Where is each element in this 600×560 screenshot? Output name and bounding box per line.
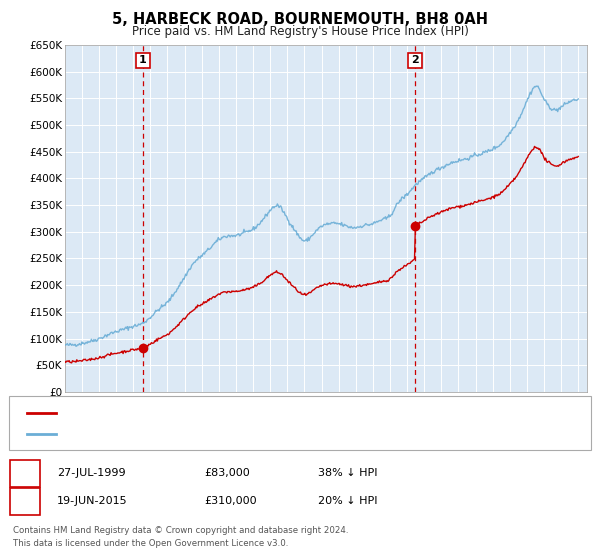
Text: Price paid vs. HM Land Registry's House Price Index (HPI): Price paid vs. HM Land Registry's House … (131, 25, 469, 38)
Text: 2: 2 (411, 55, 419, 66)
Text: £83,000: £83,000 (204, 468, 250, 478)
Text: 2: 2 (22, 496, 29, 506)
Text: 38% ↓ HPI: 38% ↓ HPI (318, 468, 377, 478)
Text: 1: 1 (22, 468, 29, 478)
Text: 27-JUL-1999: 27-JUL-1999 (57, 468, 125, 478)
Text: 20% ↓ HPI: 20% ↓ HPI (318, 496, 377, 506)
Text: This data is licensed under the Open Government Licence v3.0.: This data is licensed under the Open Gov… (13, 539, 289, 548)
Text: £310,000: £310,000 (204, 496, 257, 506)
Text: Contains HM Land Registry data © Crown copyright and database right 2024.: Contains HM Land Registry data © Crown c… (13, 526, 349, 535)
Text: 19-JUN-2015: 19-JUN-2015 (57, 496, 128, 506)
Text: 1: 1 (139, 55, 147, 66)
Text: HPI: Average price, detached house, Bournemouth Christchurch and Poole: HPI: Average price, detached house, Bour… (62, 428, 433, 438)
Text: 5, HARBECK ROAD, BOURNEMOUTH, BH8 0AH: 5, HARBECK ROAD, BOURNEMOUTH, BH8 0AH (112, 12, 488, 27)
Text: 5, HARBECK ROAD, BOURNEMOUTH, BH8 0AH (detached house): 5, HARBECK ROAD, BOURNEMOUTH, BH8 0AH (d… (62, 408, 382, 418)
